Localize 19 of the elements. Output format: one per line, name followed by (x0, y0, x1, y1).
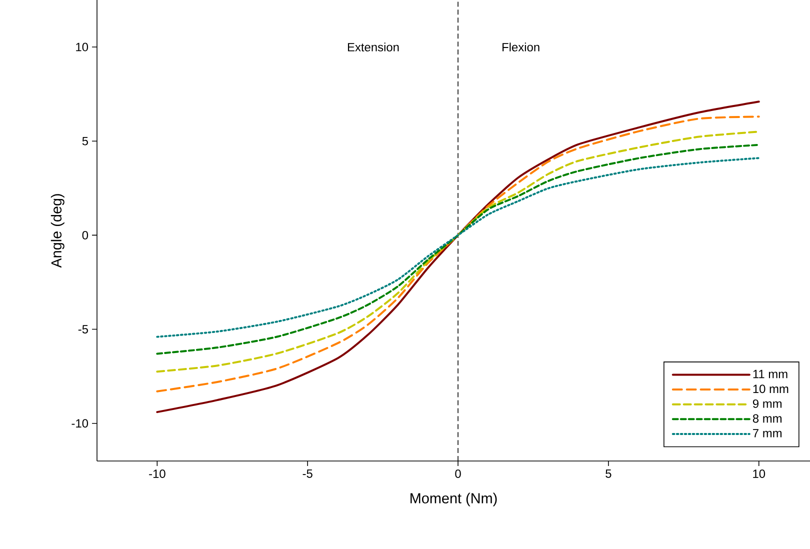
y-tick-label: 0 (82, 230, 88, 240)
text: 11 mm (753, 370, 788, 378)
y-axis-title: Angle (deg) (50, 194, 64, 268)
annotation: Flexion (502, 42, 540, 52)
y-tick-label: 5 (82, 136, 88, 146)
y-tick-label: -5 (78, 325, 88, 334)
y-tick-label: -10 (72, 419, 88, 428)
text: 9 mm (752, 399, 782, 408)
y-tick-label: 10 (76, 42, 88, 52)
x-tick-label: -5 (302, 470, 312, 478)
text: 7 mm (753, 429, 782, 438)
x-tick-label: 5 (606, 470, 612, 478)
x-axis-title: Moment (Nm) (410, 492, 497, 506)
annotation: Extension (348, 42, 399, 52)
x-tick-label: 10 (753, 470, 766, 478)
x-tick-label: 0 (455, 470, 461, 478)
text: 10 mm (753, 384, 788, 394)
text: 8 mm (752, 414, 782, 423)
x-tick-label: -10 (149, 470, 166, 478)
